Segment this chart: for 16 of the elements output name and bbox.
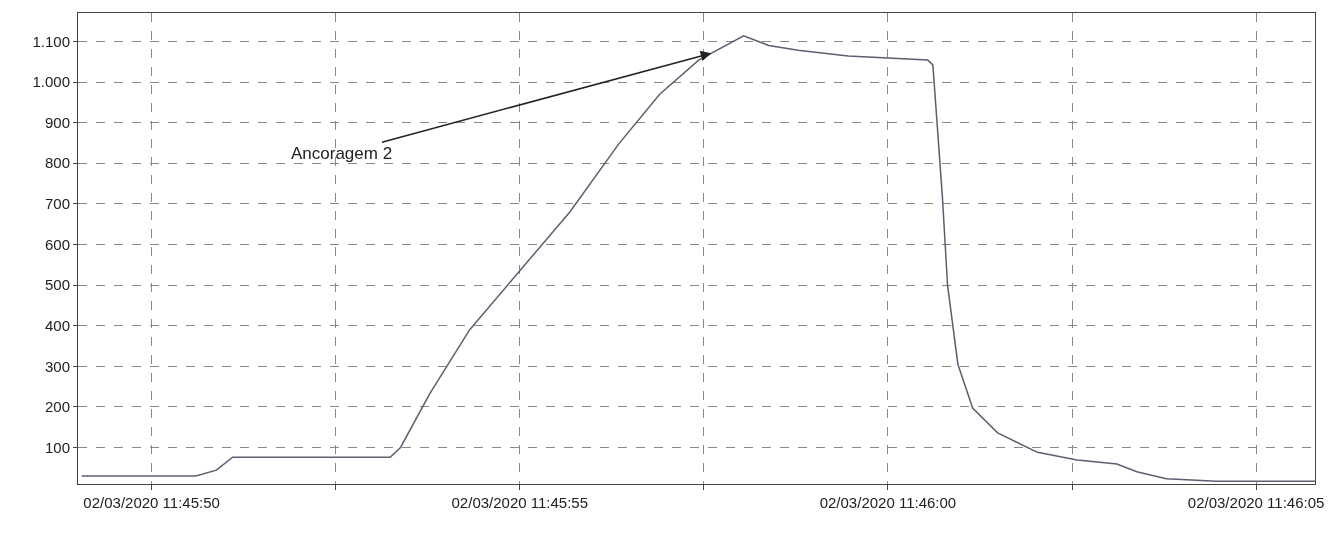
y-tick-label: 600	[44, 235, 70, 253]
y-tick-label: 1.000	[32, 73, 70, 91]
y-tick-label: 100	[44, 438, 70, 456]
y-tick-label: 500	[44, 276, 70, 294]
x-tick-label: 02/03/2020 11:45:55	[451, 494, 589, 511]
y-tick-label: 1.100	[32, 32, 70, 50]
y-tick-label: 700	[44, 195, 70, 213]
y-tick-label: 900	[44, 113, 70, 131]
x-tick-label: 02/03/2020 11:45:50	[83, 494, 220, 511]
x-tick-label: 02/03/2020 11:46:05	[1187, 494, 1325, 511]
y-tick-label: 400	[44, 316, 70, 334]
annotation: Ancoragem 2	[291, 144, 393, 163]
y-tick-label: 200	[44, 398, 70, 416]
x-tick-label: 02/03/2020 11:46:00	[819, 494, 957, 511]
y-tick-label: 800	[44, 154, 70, 172]
y-tick-label: 300	[44, 357, 70, 375]
